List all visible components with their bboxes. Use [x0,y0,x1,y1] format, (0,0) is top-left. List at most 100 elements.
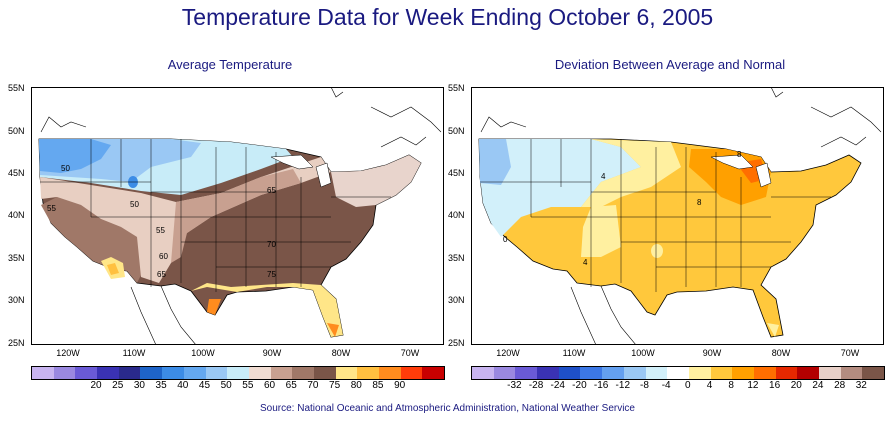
legend-swatch [140,367,163,379]
lat-label: 30N [448,295,465,305]
legend-swatch [227,367,249,379]
legend-swatch [97,367,119,379]
legend-swatch [493,367,516,379]
legend-label: -20 [572,380,587,391]
legend-swatch [710,367,733,379]
lon-label: 70W [400,348,420,358]
legend-swatch [162,367,184,379]
legend-swatch [292,367,314,379]
legend-label: -8 [640,380,649,391]
legend-swatch [732,367,754,379]
contour-label: 55 [156,226,165,235]
legend-label: 12 [747,380,759,391]
legend-label: -24 [550,380,565,391]
legend-swatch [205,367,228,379]
legend-label: 75 [329,380,341,391]
contour-label: 70 [267,240,276,249]
legend-label: -28 [528,380,544,391]
legend-label: 35 [155,380,167,391]
lon-label: 110W [122,348,146,358]
legend-swatch [580,367,603,379]
legend-label: 85 [372,380,384,391]
contour-label: 4 [583,258,588,267]
contour-label: 60 [159,252,168,261]
legend-label: 20 [90,380,102,391]
contour-label: 0 [503,235,508,244]
lon-label: 80W [771,348,791,358]
legend-swatch [667,367,689,379]
lat-label: 55N [448,83,465,93]
contour-label: 4 [601,172,606,181]
legend-swatch [472,367,494,379]
legend-label: 90 [394,380,406,391]
legend-label: 30 [133,380,145,391]
lat-label: 50N [448,126,465,136]
legend-label: 70 [307,380,319,391]
legend-swatch [422,367,445,379]
deviation-legend [471,366,885,380]
legend-label: 24 [812,380,824,391]
lat-label: 40N [8,210,25,220]
source-credit: Source: National Oceanic and Atmospheric… [259,403,635,414]
legend-swatch [335,367,358,379]
legend-label: 16 [769,380,781,391]
legend-swatch [819,367,841,379]
lat-label: 30N [8,295,25,305]
legend-label: 20 [790,380,802,391]
contour-label: 55 [47,204,56,213]
lon-label: 80W [331,348,351,358]
legend-swatch [862,367,885,379]
legend-label: 25 [112,380,124,391]
legend-label: -16 [593,380,609,391]
legend-swatch [75,367,98,379]
legend-label: 8 [728,380,734,391]
legend-label: -12 [615,380,630,391]
page-title: Temperature Data for Week Ending October… [181,4,714,30]
contour-label: 65 [157,270,166,279]
lon-label: 100W [631,348,655,358]
deviation-map: 0 4 4 8 8 [471,87,884,345]
right-map-subtitle: Deviation Between Average and Normal [554,57,786,72]
lat-label: 55N [8,83,25,93]
legend-swatch [602,367,624,379]
lat-label: 35N [8,253,25,263]
legend-swatch [379,367,401,379]
legend-swatch [183,367,206,379]
contour-label: 50 [61,164,70,173]
legend-label: 32 [855,380,867,391]
contour-label: 50 [130,200,139,209]
legend-swatch [753,367,776,379]
legend-swatch [313,367,336,379]
lat-label: 25N [8,338,25,348]
legend-swatch [32,367,54,379]
legend-swatch [688,367,711,379]
legend-label: 80 [350,380,362,391]
lat-label: 35N [448,253,465,263]
legend-label: 28 [834,380,846,391]
legend-label: 4 [706,380,713,391]
legend-swatch [623,367,646,379]
left-map-subtitle: Average Temperature [167,57,293,72]
legend-label: 0 [685,380,691,391]
contour-label: 8 [737,150,742,159]
legend-label: 65 [285,380,297,391]
lon-label: 90W [702,348,722,358]
legend-label: 55 [242,380,254,391]
legend-swatch [558,367,581,379]
lon-label: 120W [496,348,520,358]
legend-label: 45 [198,380,211,391]
lon-label: 120W [56,348,80,358]
legend-swatch [645,367,668,379]
lat-label: 45N [8,168,25,178]
legend-label: 40 [177,380,189,391]
lon-label: 90W [262,348,282,358]
lat-label: 45N [448,168,465,178]
legend-label: -4 [661,380,671,391]
legend-label: 60 [263,380,276,391]
legend-label: -32 [507,380,522,391]
legend-swatch [248,367,271,379]
legend-swatch [840,367,863,379]
legend-swatch [53,367,76,379]
average-temperature-map: 50 50 55 55 60 65 65 70 75 [31,87,444,345]
lon-label: 110W [562,348,586,358]
